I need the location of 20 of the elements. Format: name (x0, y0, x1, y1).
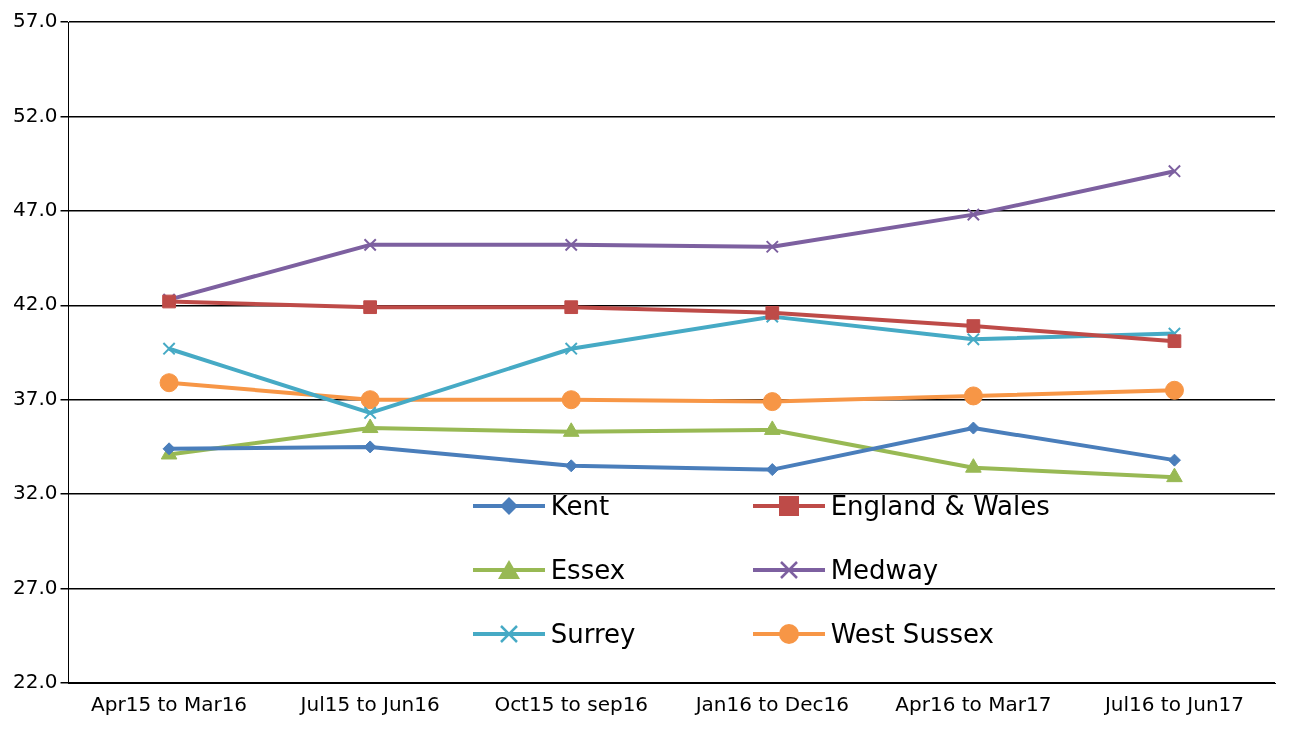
y-tick-label: 47.0 (13, 197, 58, 222)
legend-label: England & Wales (830, 491, 1050, 522)
legend-label: West Sussex (830, 619, 994, 650)
y-tick-label: 32.0 (13, 480, 58, 505)
y-tick-label: 27.0 (13, 574, 58, 599)
y-tick-label: 57.0 (13, 8, 58, 33)
x-tick-label: Jan16 to Dec16 (693, 692, 849, 717)
x-tick-label: Jul16 to Jun17 (1102, 692, 1244, 717)
y-tick-label: 22.0 (13, 669, 58, 694)
legend-label: Medway (830, 555, 939, 586)
legend-label: Essex (550, 555, 626, 586)
x-tick-label: Apr15 to Mar16 (91, 692, 248, 717)
x-tick-label: Apr16 to Mar17 (895, 692, 1052, 717)
y-tick-label: 42.0 (13, 291, 58, 316)
x-tick-label: Oct15 to sep16 (494, 692, 649, 717)
legend-label: Kent (550, 491, 610, 522)
x-tick-label: Jul15 to Jun16 (298, 692, 440, 717)
legend-label: Surrey (550, 619, 636, 650)
y-tick-label: 52.0 (13, 102, 58, 127)
y-tick-label: 37.0 (13, 385, 58, 410)
